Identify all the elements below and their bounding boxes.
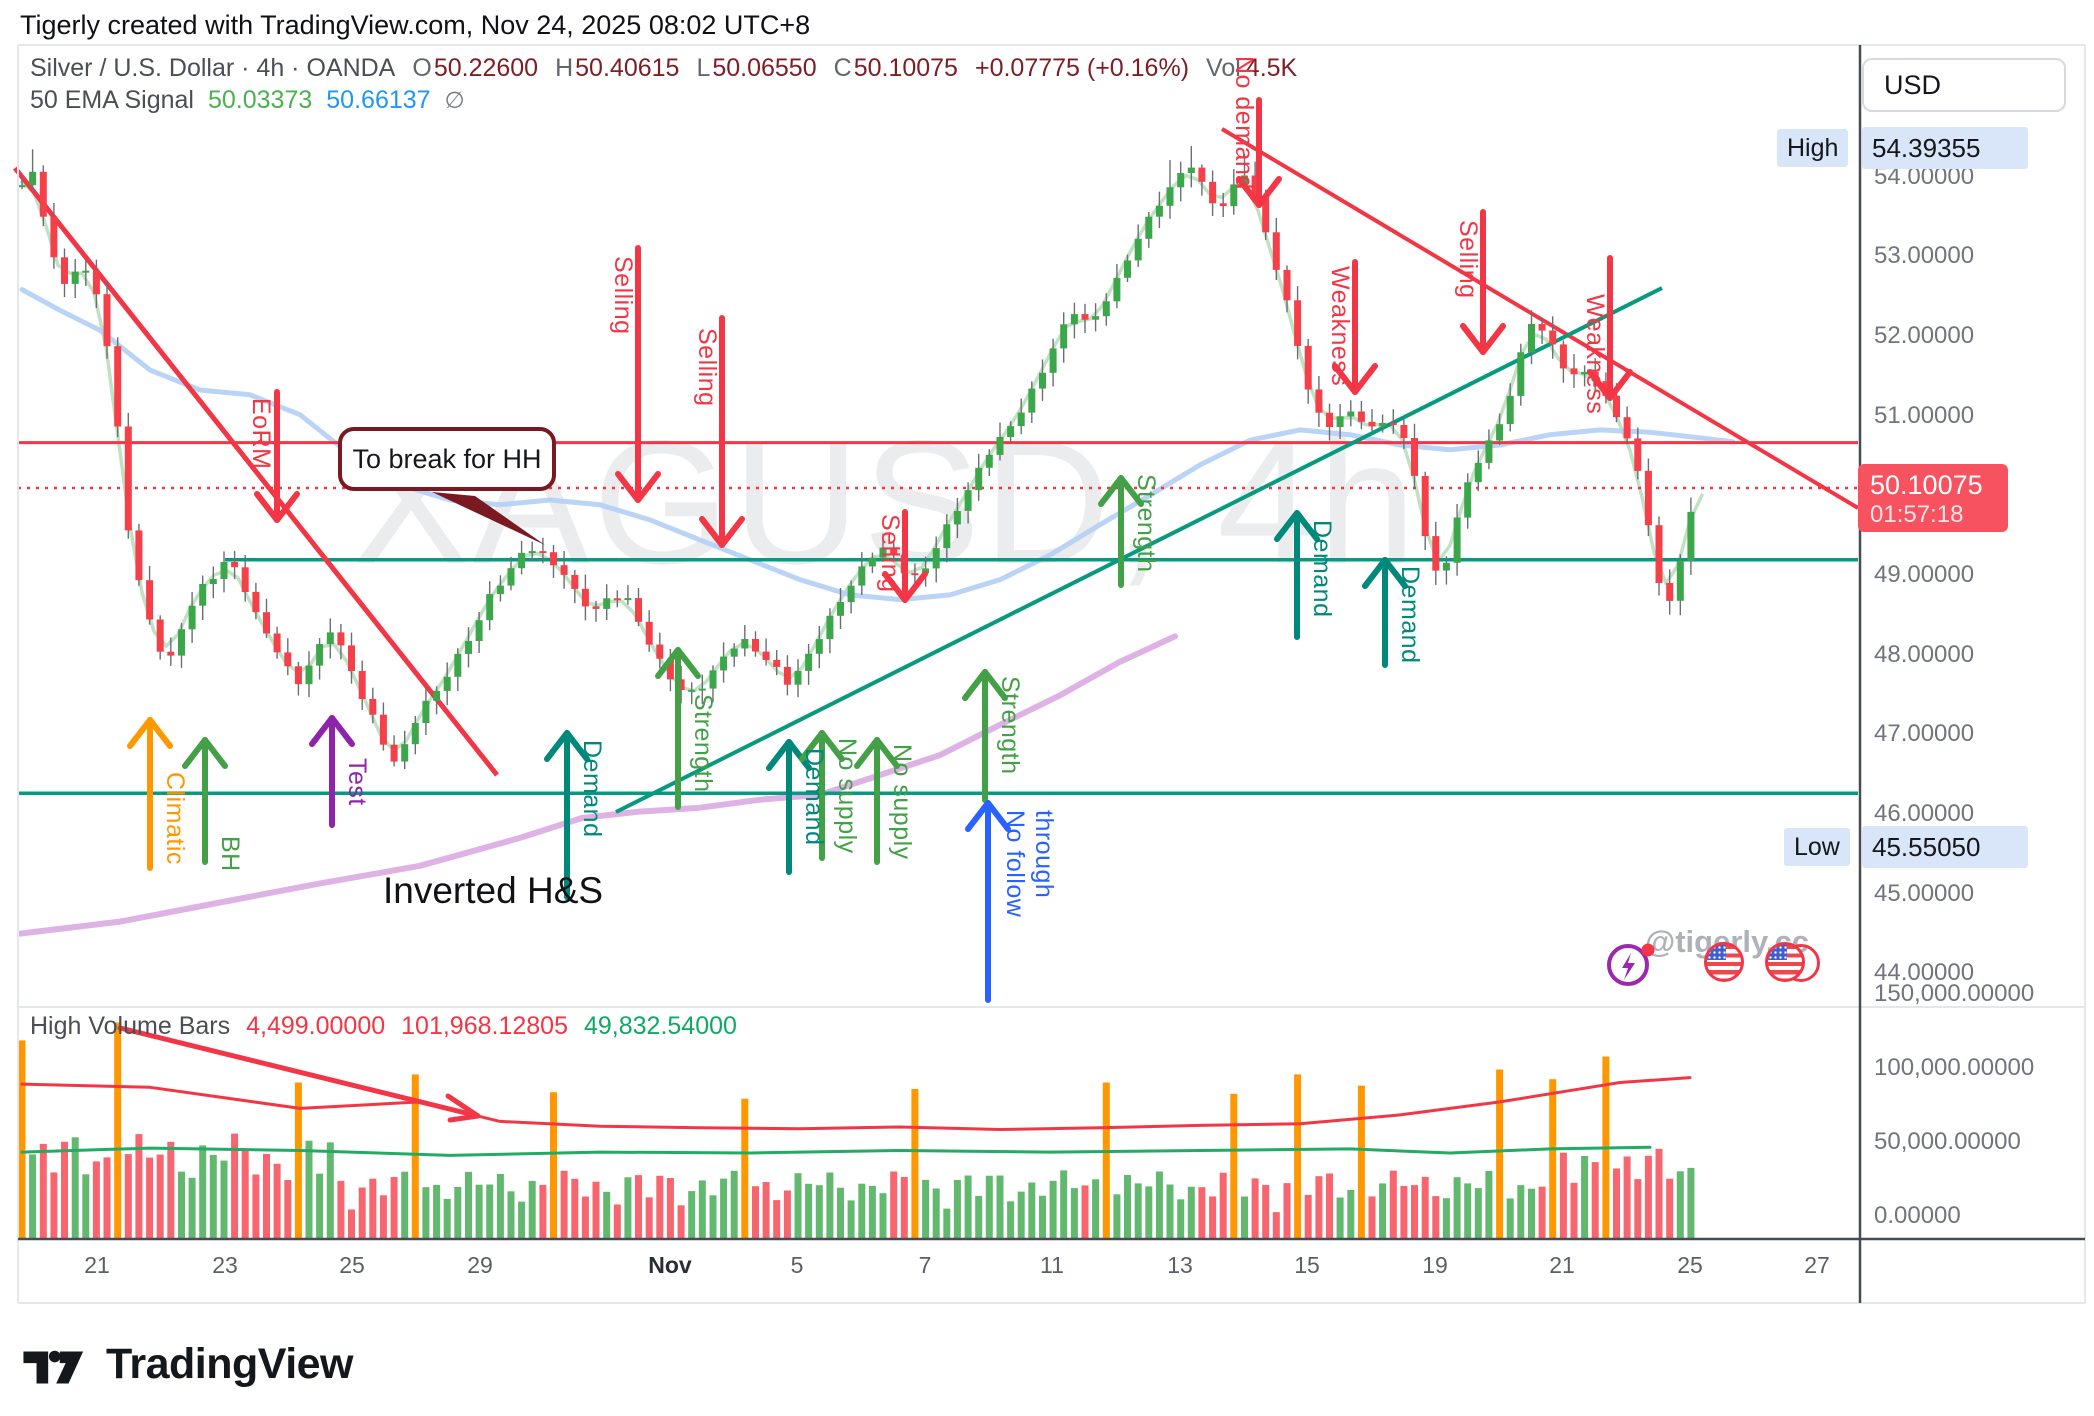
annotation-label-selling-1[interactable]: Selling [609, 256, 637, 335]
annotation-label-strength-1[interactable]: Strength [689, 694, 717, 793]
annotation-label-demand-3[interactable]: Demand [1308, 520, 1336, 618]
annotation-label-no-demand[interactable]: No demand [1230, 56, 1258, 190]
annotation-label-weakness-1[interactable]: Weakness [1326, 266, 1354, 387]
annotation-label-demand-1[interactable]: Demand [578, 740, 606, 838]
annotation-label-no-supply-1[interactable]: No supply [833, 738, 861, 854]
us-flag-icon [1704, 942, 1744, 982]
tradingview-wordmark[interactable]: TradingView [106, 1340, 354, 1388]
annotation-label-demand-2[interactable]: Demand [800, 748, 828, 846]
annotation-label-demand-4[interactable]: Demand [1396, 566, 1424, 664]
annotation-label-selling-4[interactable]: Selling [1454, 220, 1482, 299]
tradingview-logo-icon[interactable] [22, 1336, 86, 1396]
annotation-label-strength-3[interactable]: Strength [1132, 474, 1160, 573]
annotation-label-strength-2[interactable]: Strength [996, 676, 1024, 775]
tigerly-lightning-icon [1604, 938, 1656, 990]
annotation-label-no-follow-through[interactable]: No follow through [1001, 810, 1058, 918]
pane-frame [17, 44, 2086, 1304]
annotation-label-selling-2[interactable]: Selling [693, 328, 721, 407]
annotation-label-no-supply-2[interactable]: No supply [888, 744, 916, 860]
annotation-label-weakness-2[interactable]: Weakness [1581, 294, 1609, 415]
annotation-label-eorm[interactable]: EoRM [247, 398, 275, 470]
callout-to-break-for-hh[interactable]: To break for HH [338, 427, 556, 491]
annotation-label-bh[interactable]: BH [216, 836, 244, 872]
us-flag-icon [1765, 942, 1805, 982]
currency-button[interactable]: USD [1862, 58, 2066, 112]
annotation-label-climatic[interactable]: Climatic [161, 772, 189, 865]
annotation-label-test[interactable]: Test [343, 758, 371, 806]
annotation-label-selling-3[interactable]: Selling [876, 514, 904, 593]
